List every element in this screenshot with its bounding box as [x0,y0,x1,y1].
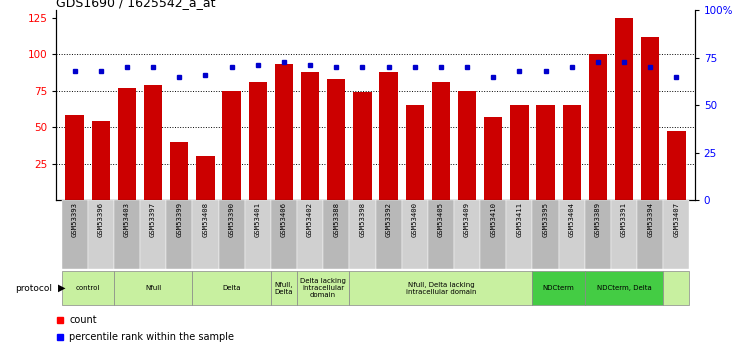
Bar [562,105,581,200]
Text: GDS1690 / 1625542_a_at: GDS1690 / 1625542_a_at [56,0,216,9]
Bar [454,200,480,269]
Text: GSM53393: GSM53393 [71,202,77,237]
Bar [219,200,245,269]
Text: Nfull: Nfull [145,285,161,291]
Text: GSM53395: GSM53395 [542,202,548,237]
Bar [611,200,637,269]
Bar [585,271,663,305]
Bar [88,200,114,269]
Text: Delta lacking
intracellular
domain: Delta lacking intracellular domain [300,278,346,298]
Bar [532,200,559,269]
Bar [432,82,450,200]
Bar [353,92,372,200]
Bar [667,131,686,200]
Text: GSM53392: GSM53392 [385,202,391,237]
Text: GSM53404: GSM53404 [569,202,575,237]
Bar [297,200,323,269]
Bar [192,271,271,305]
Bar [585,200,611,269]
Text: GSM53410: GSM53410 [490,202,496,237]
Bar [65,116,84,200]
Bar [271,271,297,305]
Text: percentile rank within the sample: percentile rank within the sample [69,333,234,342]
Text: GSM53394: GSM53394 [647,202,653,237]
Text: NDCterm, Delta: NDCterm, Delta [596,285,651,291]
Bar [166,200,192,269]
Bar [275,65,293,200]
Text: Nfull,
Delta: Nfull, Delta [275,282,293,295]
Bar [118,88,136,200]
Text: GSM53406: GSM53406 [281,202,287,237]
Bar [663,200,689,269]
Text: GSM53407: GSM53407 [674,202,680,237]
Text: NDCterm: NDCterm [543,285,575,291]
Bar [406,105,424,200]
Bar [402,200,428,269]
Bar [114,271,192,305]
Text: GSM53396: GSM53396 [98,202,104,237]
Bar [301,72,319,200]
Text: GSM53408: GSM53408 [203,202,209,237]
Text: GSM53409: GSM53409 [464,202,470,237]
Bar [480,200,506,269]
Text: GSM53405: GSM53405 [438,202,444,237]
Text: GSM53403: GSM53403 [124,202,130,237]
Bar [663,271,689,305]
Bar [615,18,633,200]
Text: ▶: ▶ [58,283,65,293]
Bar [140,200,166,269]
Bar [144,85,162,200]
Bar [641,37,659,200]
Text: GSM53388: GSM53388 [333,202,339,237]
Bar [536,105,555,200]
Text: Nfull, Delta lacking
intracellular domain: Nfull, Delta lacking intracellular domai… [406,282,476,295]
Bar [114,200,140,269]
Bar [245,200,271,269]
Bar [349,200,376,269]
Bar [559,200,585,269]
Bar [589,54,607,200]
Bar [428,200,454,269]
Text: protocol: protocol [16,284,53,293]
Bar [510,105,529,200]
Bar [222,91,241,200]
Text: GSM53389: GSM53389 [595,202,601,237]
Bar [458,91,476,200]
Bar [376,200,402,269]
Bar [92,121,110,200]
Text: GSM53397: GSM53397 [150,202,156,237]
Bar [62,200,88,269]
Text: GSM53399: GSM53399 [176,202,182,237]
Bar [297,271,349,305]
Bar [196,156,215,200]
Bar [379,72,398,200]
Text: control: control [76,285,100,291]
Text: GSM53400: GSM53400 [412,202,418,237]
Text: count: count [69,315,97,325]
Bar [192,200,219,269]
Bar [484,117,502,200]
Text: GSM53391: GSM53391 [621,202,627,237]
Bar [271,200,297,269]
Text: GSM53402: GSM53402 [307,202,313,237]
Text: GSM53401: GSM53401 [255,202,261,237]
Bar [349,271,532,305]
Bar [249,82,267,200]
Text: GSM53390: GSM53390 [228,202,234,237]
Text: GSM53398: GSM53398 [360,202,366,237]
Bar [506,200,532,269]
Bar [637,200,663,269]
Bar [532,271,585,305]
Bar [327,79,345,200]
Bar [323,200,349,269]
Text: GSM53411: GSM53411 [517,202,523,237]
Bar [62,271,114,305]
Text: Delta: Delta [222,285,241,291]
Bar [170,142,189,200]
